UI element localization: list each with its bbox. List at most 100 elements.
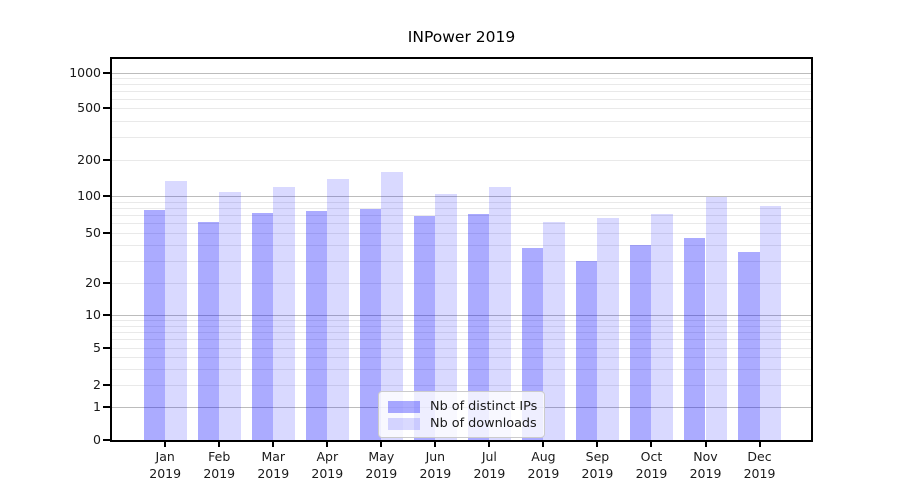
gridline-minor-5	[112, 348, 811, 349]
x-tick-label-oct: Oct 2019	[635, 449, 668, 481]
x-tick-mark-oct	[650, 442, 653, 447]
gridline-minor-7	[112, 331, 811, 333]
gridline-major-10	[112, 315, 811, 316]
bar-nov-downloads	[705, 196, 728, 440]
y-tick-mark-2	[103, 384, 110, 386]
gridline-minor-80	[112, 207, 811, 209]
gridline-minor-50	[112, 233, 811, 234]
legend-label-distinct-ips: Nb of distinct IPs	[430, 399, 538, 414]
x-tick-mark-apr	[326, 442, 329, 447]
x-tick-label-dec: Dec 2019	[743, 449, 776, 481]
gridline-minor-300	[112, 136, 811, 138]
bar-apr-distinct-ips	[305, 210, 328, 440]
y-tick-label-2: 2	[93, 377, 101, 392]
x-tick-label-jul: Jul 2019	[473, 449, 506, 481]
gridline-minor-4	[112, 357, 811, 358]
y-tick-mark-0	[103, 439, 110, 441]
x-tick-mark-feb	[218, 442, 221, 447]
x-tick-label-aug: Aug 2019	[527, 449, 560, 481]
bar-jan-distinct-ips	[143, 209, 166, 440]
y-tick-mark-10	[103, 314, 110, 316]
legend-item-distinct-ips: Nb of distinct IPs	[388, 399, 538, 414]
x-tick-mark-jun	[434, 442, 437, 447]
y-tick-label-0: 0	[93, 432, 101, 447]
x-tick-mark-dec	[758, 442, 761, 447]
x-tick-mark-jan	[164, 442, 167, 447]
y-tick-mark-500	[103, 107, 110, 109]
gridline-major-1000	[112, 73, 811, 74]
gridline-major-100	[112, 196, 811, 197]
x-tick-mark-jul	[488, 442, 491, 447]
gridline-minor-500	[112, 108, 811, 109]
x-tick-mark-nov	[704, 442, 707, 447]
bar-sep-distinct-ips	[575, 260, 598, 440]
plot-area	[110, 57, 813, 442]
bar-jun-downloads	[435, 194, 457, 440]
gridline-minor-90	[112, 201, 811, 203]
y-tick-label-10: 10	[85, 307, 101, 322]
gridline-minor-20	[112, 283, 811, 284]
gridline-minor-400	[112, 120, 811, 122]
gridline-minor-700	[112, 91, 811, 92]
bar-mar-distinct-ips	[251, 212, 274, 440]
y-tick-mark-5	[103, 347, 110, 349]
x-tick-label-jan: Jan 2019	[149, 449, 182, 481]
bar-may-downloads	[381, 172, 403, 440]
bar-nov-distinct-ips	[683, 237, 706, 440]
y-tick-label-50: 50	[85, 225, 101, 240]
x-tick-label-feb: Feb 2019	[203, 449, 236, 481]
legend-swatch-downloads	[388, 417, 420, 430]
gridline-minor-600	[112, 98, 811, 100]
gridline-minor-60	[112, 223, 811, 225]
x-tick-mark-may	[380, 442, 383, 447]
x-tick-label-nov: Nov 2019	[689, 449, 722, 481]
chart-title: INPower 2019	[407, 28, 516, 46]
bar-feb-downloads	[219, 192, 241, 440]
y-tick-mark-20	[103, 282, 110, 284]
y-tick-label-500: 500	[77, 100, 101, 115]
bar-oct-downloads	[651, 214, 674, 440]
y-tick-mark-1000	[103, 72, 110, 74]
x-tick-mark-mar	[272, 442, 275, 447]
bar-may-distinct-ips	[359, 209, 382, 440]
bar-aug-downloads	[543, 222, 565, 440]
y-tick-mark-1	[103, 406, 110, 408]
gridline-minor-6	[112, 339, 811, 341]
bar-dec-distinct-ips	[737, 252, 760, 440]
bar-feb-distinct-ips	[197, 222, 220, 440]
y-tick-label-20: 20	[85, 275, 101, 290]
y-tick-label-1000: 1000	[69, 65, 101, 80]
y-tick-label-5: 5	[93, 340, 101, 355]
bar-oct-distinct-ips	[629, 245, 652, 440]
y-tick-mark-50	[103, 232, 110, 234]
legend-swatch-distinct-ips	[388, 400, 420, 413]
bar-jul-downloads	[489, 187, 511, 440]
bar-mar-downloads	[273, 187, 295, 440]
gridline-minor-40	[112, 245, 811, 247]
bar-apr-downloads	[327, 179, 349, 440]
gridline-minor-30	[112, 260, 811, 262]
x-tick-label-apr: Apr 2019	[311, 449, 344, 481]
gridline-minor-8	[112, 325, 811, 327]
x-tick-label-may: May 2019	[365, 449, 398, 481]
bar-sep-downloads	[597, 218, 620, 440]
x-tick-label-sep: Sep 2019	[581, 449, 614, 481]
legend: Nb of distinct IPs Nb of downloads	[378, 391, 545, 438]
bar-dec-downloads	[759, 205, 782, 440]
x-tick-label-jun: Jun 2019	[419, 449, 452, 481]
y-tick-label-1: 1	[93, 399, 101, 414]
gridline-minor-200	[112, 160, 811, 161]
bar-jul-distinct-ips	[467, 213, 490, 440]
x-tick-mark-aug	[542, 442, 545, 447]
gridline-minor-900	[112, 78, 811, 80]
gridline-minor-3	[112, 368, 811, 370]
gridline-minor-800	[112, 84, 811, 86]
y-tick-label-100: 100	[77, 188, 101, 203]
x-tick-label-mar: Mar 2019	[257, 449, 290, 481]
x-tick-mark-sep	[596, 442, 599, 447]
y-tick-mark-200	[103, 159, 110, 161]
bar-jan-downloads	[165, 180, 187, 440]
bar-jun-distinct-ips	[413, 215, 436, 440]
gridline-minor-2	[112, 385, 811, 386]
